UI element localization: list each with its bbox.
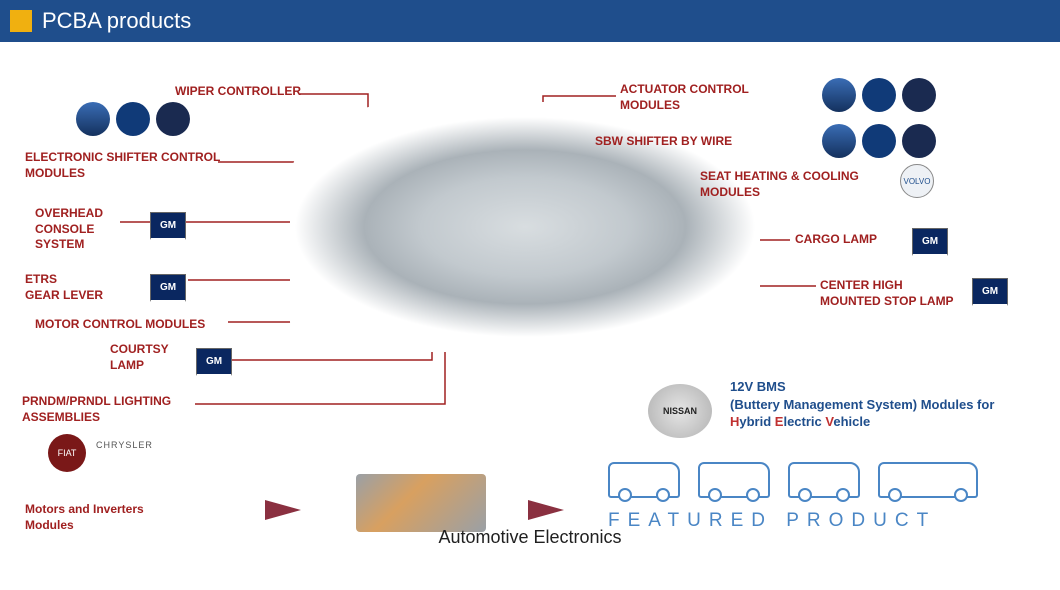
vehicle-outline	[878, 462, 978, 498]
faw-logo	[862, 124, 896, 158]
callout-label-right: SBW SHIFTER BY WIRE	[595, 134, 732, 150]
nissan-logo: NISSAN	[648, 384, 712, 438]
faw-logo	[862, 78, 896, 112]
arrow-2	[528, 500, 564, 520]
vehicle-outline	[608, 462, 680, 498]
callout-label-left: MOTOR CONTROL MODULES	[35, 317, 205, 333]
changan-logo	[902, 78, 936, 112]
callout-label-left: Motors and InvertersModules	[25, 502, 144, 533]
gm-logo: GM	[972, 278, 1008, 306]
callout-label-left: PRNDM/PRNDL LIGHTINGASSEMBLIES	[22, 394, 171, 425]
callout-label-left: ELECTRONIC SHIFTER CONTROLMODULES	[25, 150, 220, 181]
callout-label-left: WIPER CONTROLLER	[175, 84, 301, 100]
faw-logo	[116, 102, 150, 136]
vehicle-outline	[788, 462, 860, 498]
callout-label-right: SEAT HEATING & COOLINGMODULES	[700, 169, 859, 200]
callout-label-right: CENTER HIGHMOUNTED STOP LAMP	[820, 278, 954, 309]
diagram-area: VOLVO NISSAN FIAT CHRYSLER 12V BMS (Butt…	[0, 42, 1060, 550]
bms-line-3: Hybrid Electric Vehicle	[730, 413, 994, 431]
callout-label-right: ACTUATOR CONTROLMODULES	[620, 82, 749, 113]
callout-label-left: COURTSYLAMP	[110, 342, 169, 373]
callout-label-left: OVERHEADCONSOLESYSTEM	[35, 206, 103, 253]
vehicle-outline	[698, 462, 770, 498]
chrysler-logo: CHRYSLER	[96, 440, 153, 450]
geely-logo	[76, 102, 110, 136]
bms-line-1: 12V BMS	[730, 378, 994, 396]
header-accent-square	[10, 10, 32, 32]
slide-header: PCBA products	[0, 0, 1060, 42]
changan-logo	[156, 102, 190, 136]
arrow-1	[265, 500, 301, 520]
callout-label-right: CARGO LAMP	[795, 232, 877, 248]
changan-logo	[902, 124, 936, 158]
gm-logo: GM	[912, 228, 948, 256]
inverter-graphic	[356, 474, 486, 532]
geely-logo	[822, 124, 856, 158]
brand-logos-top-right-2	[822, 124, 936, 158]
gm-logo: GM	[196, 348, 232, 376]
gm-logo: GM	[150, 274, 186, 302]
fiat-logo: FIAT	[48, 434, 86, 472]
brand-logos-top-left	[76, 102, 190, 136]
header-title: PCBA products	[42, 8, 191, 34]
geely-logo	[822, 78, 856, 112]
callout-label-left: ETRSGEAR LEVER	[25, 272, 103, 303]
featured-product-text: FEATURED PRODUCT	[608, 510, 936, 532]
gm-logo: GM	[150, 212, 186, 240]
volvo-logo: VOLVO	[900, 164, 934, 198]
brand-logos-top-right-1	[822, 78, 936, 112]
bms-description: 12V BMS (Buttery Management System) Modu…	[730, 378, 994, 431]
bms-line-2: (Buttery Management System) Modules for	[730, 396, 994, 414]
diagram-bottom-title: Automotive Electronics	[438, 527, 621, 548]
vehicle-outline-row	[608, 462, 978, 498]
